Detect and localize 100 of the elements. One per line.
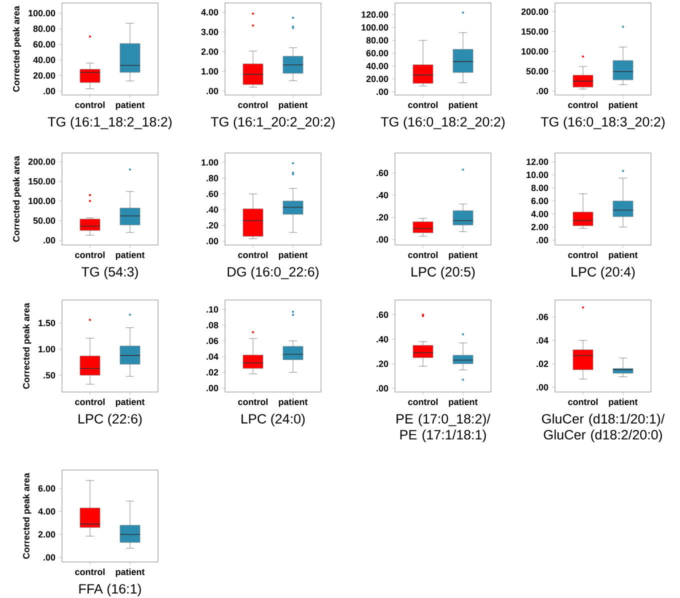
x-axis-title: TG (16:0_18:2_20:2) [380, 116, 505, 130]
y-tick-label: 20.00 [366, 76, 388, 82]
x-tick-label: patient [608, 102, 638, 110]
y-tick-label: 40.00 [33, 56, 56, 64]
y-tick-label: 1.00 [38, 346, 56, 352]
y-tick-label: 6.00 [531, 198, 548, 204]
y-tick-label: .00 [206, 238, 218, 244]
y-tick-label: .00 [206, 88, 218, 94]
y-tick-label: .40 [376, 336, 388, 342]
y-tick-label: 60.00 [33, 41, 56, 48]
y-tick-label: 10.00 [526, 172, 548, 178]
y-tick-label: 80.00 [366, 37, 388, 44]
y-tick-label: .00 [376, 88, 388, 95]
y-tick-label: .00 [536, 384, 548, 390]
y-tick-label: 150.00 [28, 178, 56, 184]
y-tick-label: .04 [536, 337, 548, 344]
y-tick-label: 8.00 [531, 184, 548, 192]
y-tick-label: .00 [44, 554, 56, 561]
y-tick-label: .00 [206, 384, 218, 392]
x-tick-label: patient [448, 252, 478, 260]
x-tick-label: control [75, 398, 105, 406]
y-tick-label: .02 [536, 360, 548, 368]
y-tick-label: 80.00 [33, 26, 56, 32]
y-axis-title: Corrected peak area [12, 6, 22, 92]
x-axis-title: PE (17:0_18:2)/ PE (17:1/18:1) [396, 414, 490, 442]
y-tick-label: .20 [376, 360, 388, 367]
x-tick-label: patient [608, 398, 638, 407]
x-tick-label: patient [278, 398, 308, 407]
y-tick-label: .60 [376, 170, 388, 176]
y-tick-label: .06 [536, 314, 548, 320]
y-tick-label: 150.00 [522, 28, 548, 35]
x-tick-label: patient [116, 568, 145, 577]
x-tick-label: control [568, 252, 598, 258]
y-tick-label: .06 [206, 338, 218, 344]
y-tick-label: 2.00 [201, 48, 218, 55]
y-tick-label: .20 [206, 222, 218, 229]
y-tick-label: 2.00 [531, 224, 548, 230]
x-axis-title: TG (16:1_18:2_18:2) [48, 116, 172, 130]
y-tick-label: .00 [44, 88, 56, 94]
y-tick-label: 100.00 [362, 24, 388, 31]
x-axis-title: LPC (24:0) [242, 414, 305, 426]
y-tick-label: 4.00 [531, 210, 548, 218]
y-tick-label: 50.00 [526, 68, 548, 74]
y-tick-label: 100.00 [28, 10, 56, 16]
x-tick-label: control [238, 398, 268, 406]
x-tick-label: patient [116, 252, 145, 260]
x-tick-label: control [408, 102, 438, 108]
y-axis-title: Corrected peak area [12, 156, 22, 242]
x-axis-title: DG (16:0_22:6) [228, 266, 318, 280]
y-tick-label: .04 [206, 353, 218, 360]
y-tick-label: 2.00 [38, 531, 56, 538]
y-axis-title: Corrected peak area [22, 302, 32, 389]
x-tick-label: control [568, 102, 598, 108]
x-tick-label: control [568, 398, 598, 406]
x-axis-title: TG (16:0_18:3_20:2) [540, 116, 665, 130]
x-tick-label: control [75, 252, 105, 258]
y-tick-label: .40 [376, 192, 388, 198]
y-tick-label: 100.00 [522, 48, 548, 55]
x-axis-title: TG (54:3) [82, 266, 138, 280]
y-axis-title: Corrected peak area [22, 472, 32, 559]
x-tick-label: control [75, 568, 105, 576]
y-tick-label: 50.00 [33, 217, 56, 224]
x-tick-label: patient [116, 398, 145, 407]
y-tick-label: .10 [206, 306, 218, 313]
y-tick-label: .80 [206, 174, 218, 182]
x-tick-label: control [238, 252, 268, 258]
x-tick-label: control [408, 252, 438, 258]
y-tick-label: 1.00 [202, 159, 218, 166]
y-tick-label: 200.00 [521, 8, 548, 15]
y-tick-label: 100.00 [28, 198, 56, 204]
y-tick-label: .08 [206, 322, 218, 328]
y-tick-label: .00 [536, 236, 548, 244]
y-tick-label: 120.00 [362, 11, 388, 18]
y-tick-label: .60 [376, 312, 388, 318]
y-tick-label: .40 [206, 206, 218, 213]
x-tick-label: control [408, 398, 438, 406]
y-tick-label: 20.00 [33, 72, 56, 79]
x-tick-label: patient [448, 398, 478, 407]
x-axis-title: GluCer (d18:1/20:1)/ GluCer (d18:2/20:0) [542, 414, 665, 442]
y-tick-label: 200.00 [28, 158, 56, 165]
x-axis-title: TG (16:1_20:2_20:2) [210, 116, 335, 130]
y-tick-label: 40.00 [366, 62, 388, 70]
x-tick-label: patient [278, 252, 308, 260]
x-axis-title: LPC (22:6) [78, 414, 142, 426]
x-tick-label: patient [278, 102, 308, 110]
y-tick-label: 4.00 [201, 9, 218, 16]
y-tick-label: 1.50 [38, 320, 56, 326]
y-tick-label: .00 [376, 385, 388, 392]
y-tick-label: .00 [44, 237, 56, 244]
x-tick-label: patient [116, 102, 145, 110]
y-tick-label: .60 [206, 190, 218, 198]
y-tick-label: .02 [206, 369, 218, 376]
y-tick-label: 1.00 [202, 68, 218, 75]
y-tick-label: 12.00 [526, 158, 548, 165]
y-tick-label: 4.00 [38, 508, 56, 515]
x-tick-label: control [238, 102, 268, 108]
x-axis-title: LPC (20:5) [412, 266, 475, 280]
y-tick-label: .20 [376, 214, 388, 220]
y-tick-label: 6.00 [38, 485, 56, 492]
x-tick-label: control [75, 102, 105, 108]
